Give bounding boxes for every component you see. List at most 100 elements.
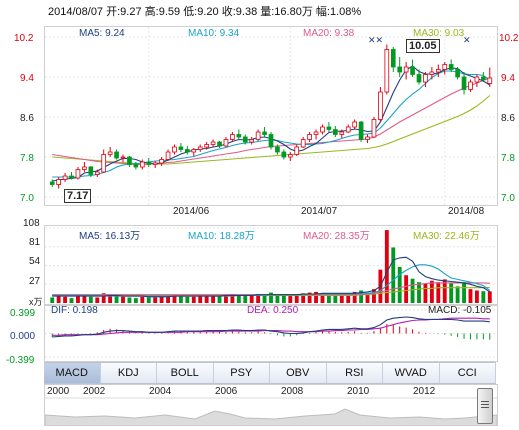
volume-bar-30	[243, 296, 248, 303]
candle-body-23	[197, 146, 203, 150]
volume-bar-18	[166, 295, 170, 303]
candle-body-18	[165, 151, 171, 160]
marker-x-icon-2: ✕	[463, 35, 471, 45]
price-axis-left-7.8: 7.8	[20, 153, 34, 164]
candle-body-16	[152, 162, 158, 165]
candle-body-7	[94, 171, 100, 175]
candle-body-20	[178, 146, 184, 150]
candle-body-43	[326, 126, 332, 130]
quote-close: 收:9.38	[221, 6, 258, 18]
candle-body-15	[146, 161, 152, 165]
vol-legend-ma20: MA20: 28.35万	[303, 231, 370, 242]
volume-bar-22	[191, 296, 196, 303]
volume-bar-68	[487, 291, 492, 303]
candle-body-33	[262, 131, 267, 135]
macd-legend-dea: DEA: 0.250	[247, 305, 299, 316]
timeline-year-2002: 2002	[83, 386, 106, 397]
volume-bar-56	[410, 278, 415, 303]
tab-kdj[interactable]: KDJ	[101, 363, 157, 383]
volume-bar-6	[88, 296, 93, 303]
macd-chart[interactable]: DIF: 0.198 DEA: 0.250 MACD: -0.105	[44, 305, 498, 362]
handle-grip-line-2	[481, 404, 489, 405]
volume-bar-17	[159, 296, 164, 303]
volume-bar-29	[236, 295, 241, 303]
volume-bar-10	[114, 296, 119, 303]
candle-body-60	[435, 69, 441, 73]
volume-bar-13	[133, 298, 138, 303]
candle-body-58	[423, 74, 428, 83]
volume-bar-47	[352, 291, 357, 303]
vol-legend-ma5: MA5: 16.13万	[79, 231, 141, 242]
candle-body-26	[217, 141, 222, 147]
tab-psy[interactable]: PSY	[214, 363, 270, 383]
macd-axis-zero: 0.000	[10, 331, 36, 342]
volume-bar-59	[429, 280, 434, 303]
high-price-callout: 10.05	[406, 39, 440, 53]
price-axis-right-8.6: 8.6	[501, 113, 515, 124]
candle-body-31	[249, 139, 255, 143]
tab-obv[interactable]: OBV	[270, 363, 327, 383]
volume-bar-62	[449, 283, 454, 303]
range-slider-handle[interactable]	[477, 388, 493, 424]
candle-body-22	[191, 149, 197, 153]
legend-ma30: MA30: 9.03	[413, 28, 465, 39]
volume-bar-49	[365, 293, 370, 303]
quote-low: 低:9.20	[183, 6, 219, 18]
candle-body-38	[294, 146, 300, 155]
volume-bar-60	[436, 282, 441, 303]
volume-bar-61	[442, 279, 447, 303]
candle-body-63	[455, 69, 460, 78]
candle-body-3	[69, 175, 74, 179]
candle-body-56	[410, 66, 415, 75]
vol-ma5-line	[52, 256, 491, 298]
volume-bar-40	[307, 292, 312, 303]
tab-wvad[interactable]: WVAD	[383, 363, 440, 383]
volume-bar-16	[153, 297, 158, 303]
volume-bar-27	[224, 294, 228, 303]
candle-body-47	[352, 121, 357, 128]
volume-bar-64	[462, 282, 466, 303]
volume-bar-63	[455, 286, 460, 303]
candle-body-67	[481, 76, 486, 80]
dea-line	[52, 317, 490, 336]
volume-bar-54	[397, 266, 402, 303]
volume-bar-43	[326, 293, 331, 303]
volume-bar-21	[185, 296, 190, 303]
volume-bar-20	[178, 296, 183, 303]
tab-rsi[interactable]: RSI	[327, 363, 383, 383]
vol-unit-label: x万	[29, 297, 43, 307]
timeline-svg	[44, 397, 498, 425]
volume-bar-7	[95, 297, 100, 303]
volume-bar-15	[146, 297, 151, 303]
quote-volume: 量:16.80万	[260, 6, 313, 18]
candlestick-chart[interactable]: MA5: 9.24 MA10: 9.34 MA20: 9.38 MA30: 9.…	[44, 26, 498, 206]
volume-bar-28	[230, 293, 235, 303]
candle-body-68	[487, 77, 493, 84]
volume-bar-38	[294, 294, 299, 303]
volume-bar-31	[249, 295, 254, 303]
volume-bar-19	[172, 294, 177, 303]
candle-body-21	[185, 149, 190, 153]
quote-high: 高:9.59	[144, 6, 181, 18]
volume-bar-42	[320, 293, 325, 303]
volume-bar-46	[346, 293, 351, 303]
candle-body-40	[307, 134, 312, 140]
candle-body-61	[442, 64, 448, 70]
tab-cci[interactable]: CCI	[440, 363, 496, 383]
volume-bar-8	[101, 293, 106, 303]
volume-bar-26	[217, 296, 222, 303]
volume-bar-53	[391, 247, 396, 303]
tab-boll[interactable]: BOLL	[157, 363, 214, 383]
quote-date: 2014/08/07	[48, 6, 104, 18]
candle-body-6	[88, 166, 94, 175]
tab-macd[interactable]: MACD	[44, 363, 101, 383]
volume-chart[interactable]: MA5: 16.13万 MA10: 18.28万 MA20: 28.35万 MA…	[44, 225, 498, 305]
volume-bar-45	[339, 294, 344, 303]
vol-axis-27: 27	[29, 276, 41, 287]
ma30-line	[52, 95, 491, 165]
timeline-navigator[interactable]: 2000 2002 2004 2006 2008 2010 2012	[44, 384, 498, 426]
volume-bar-67	[481, 291, 486, 303]
timeline-year-2000: 2000	[47, 386, 70, 397]
volume-bar-41	[314, 291, 318, 303]
candle-body-49	[365, 136, 370, 140]
